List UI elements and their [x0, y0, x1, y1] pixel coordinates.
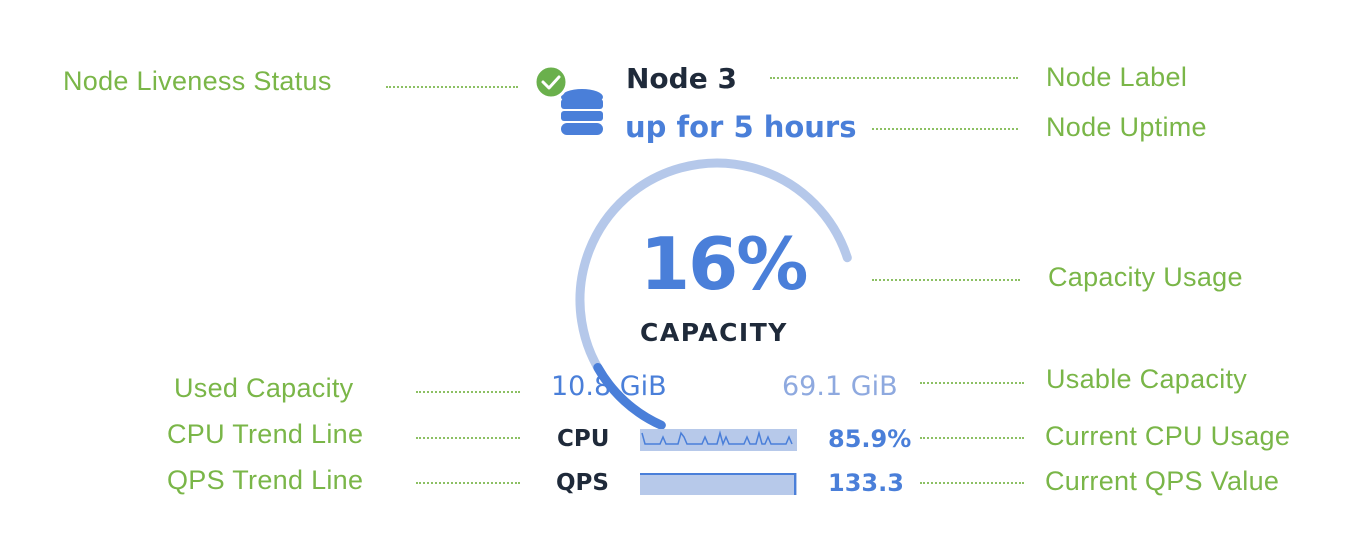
annotation-qps-trend: QPS Trend Line [167, 465, 364, 495]
check-circle-icon [533, 64, 569, 100]
usable-capacity: 69.1 GiB [782, 371, 898, 402]
cpu-value: 85.9% [828, 425, 912, 453]
qps-sparkline [640, 473, 797, 495]
annotation-cpu-trend: CPU Trend Line [167, 419, 364, 449]
leader-line [920, 382, 1024, 384]
leader-line [416, 437, 520, 439]
annotation-cpu-current: Current CPU Usage [1045, 421, 1291, 451]
leader-line [416, 391, 520, 393]
capacity-label: CAPACITY [640, 318, 788, 347]
qps-value: 133.3 [828, 469, 904, 497]
annotation-capacity-usage: Capacity Usage [1048, 262, 1243, 292]
leader-line [920, 437, 1024, 439]
qps-label: QPS [556, 470, 609, 496]
annotation-qps-current: Current QPS Value [1045, 466, 1280, 496]
cpu-sparkline [640, 429, 797, 451]
leader-line [386, 86, 518, 88]
leader-line [920, 482, 1024, 484]
annotation-label: Node Label [1046, 62, 1188, 92]
annotation-uptime: Node Uptime [1046, 112, 1207, 142]
leader-line [872, 128, 1018, 130]
leader-line [416, 482, 520, 484]
database-icon [561, 89, 603, 135]
cpu-label: CPU [557, 426, 610, 452]
annotation-liveness: Node Liveness Status [63, 66, 332, 96]
leader-line [872, 279, 1020, 281]
node-label: Node 3 [626, 62, 737, 95]
used-capacity: 10.8 GiB [551, 371, 667, 402]
annotation-usable: Usable Capacity [1046, 364, 1248, 394]
capacity-percent: 16% [640, 222, 808, 306]
leader-line [770, 77, 1018, 79]
node-uptime: up for 5 hours [625, 110, 857, 144]
capacity-arc-fill [593, 363, 666, 430]
annotation-used: Used Capacity [174, 373, 354, 403]
